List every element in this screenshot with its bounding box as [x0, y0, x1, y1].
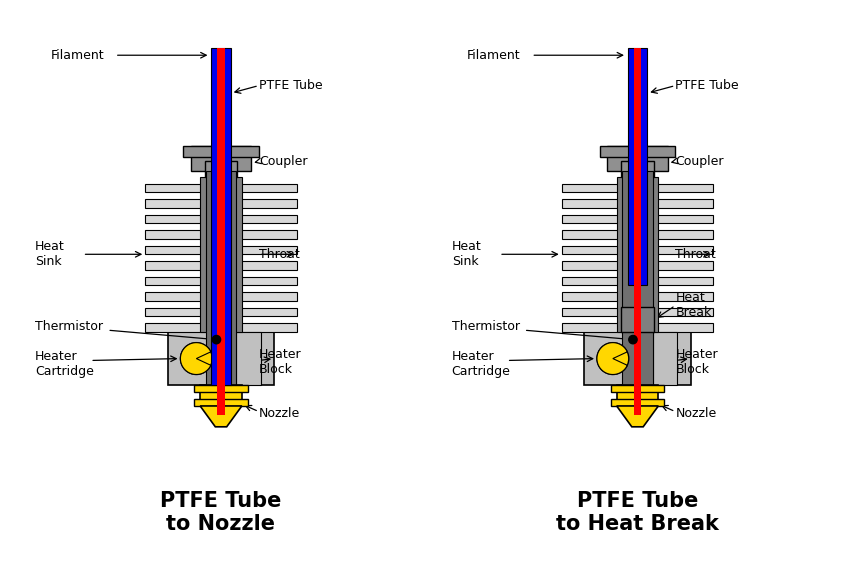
Bar — [562, 199, 713, 208]
Bar — [562, 324, 713, 332]
Bar — [195, 399, 247, 406]
Text: Heater
Block: Heater Block — [676, 349, 718, 376]
Circle shape — [597, 343, 629, 374]
Bar — [183, 146, 259, 157]
Text: Throat: Throat — [676, 248, 717, 261]
Polygon shape — [616, 406, 659, 427]
Text: PTFE Tube: PTFE Tube — [676, 79, 739, 92]
Bar — [562, 246, 713, 254]
Bar — [168, 332, 274, 385]
Text: Thermistor: Thermistor — [451, 320, 519, 333]
Polygon shape — [200, 406, 242, 427]
Circle shape — [629, 335, 638, 344]
Bar — [145, 261, 297, 270]
Text: PTFE Tube
to Nozzle: PTFE Tube to Nozzle — [161, 491, 281, 534]
Polygon shape — [597, 343, 627, 374]
Bar — [145, 308, 297, 316]
Bar — [562, 293, 713, 301]
Bar — [634, 48, 641, 415]
Bar — [195, 385, 247, 392]
Text: Coupler: Coupler — [676, 155, 724, 168]
Bar — [145, 293, 297, 301]
Text: Heat
Sink: Heat Sink — [35, 240, 65, 268]
Bar — [145, 230, 297, 239]
Text: Heat
Sink: Heat Sink — [451, 240, 481, 268]
Bar — [211, 48, 231, 385]
Bar — [611, 385, 664, 392]
Text: Throat: Throat — [259, 248, 300, 261]
Bar — [236, 332, 261, 385]
Bar — [622, 171, 653, 385]
Bar — [205, 162, 237, 177]
Bar — [599, 146, 676, 157]
Text: PTFE Tube: PTFE Tube — [259, 79, 322, 92]
Polygon shape — [180, 343, 211, 374]
Bar — [562, 308, 713, 316]
Bar — [627, 48, 648, 286]
Text: Nozzle: Nozzle — [676, 407, 717, 420]
Bar — [218, 48, 224, 415]
Bar — [145, 199, 297, 208]
Bar — [562, 230, 713, 239]
Text: Filament: Filament — [50, 48, 104, 62]
Bar — [653, 332, 677, 385]
Bar — [145, 324, 297, 332]
Bar — [616, 385, 659, 406]
Bar — [562, 277, 713, 286]
Circle shape — [180, 343, 212, 374]
Bar — [562, 261, 713, 270]
Bar — [562, 183, 713, 192]
Bar — [562, 215, 713, 223]
Text: Heat
Break: Heat Break — [676, 291, 711, 320]
Circle shape — [212, 335, 221, 344]
Bar — [206, 171, 236, 385]
Bar — [620, 308, 654, 332]
Bar — [190, 146, 252, 171]
Bar — [585, 332, 690, 385]
Bar — [145, 246, 297, 254]
Text: Filament: Filament — [467, 48, 520, 62]
Bar — [607, 146, 668, 171]
Bar — [621, 162, 654, 177]
Bar — [200, 177, 242, 332]
Text: Heater
Cartridge: Heater Cartridge — [35, 350, 94, 379]
Bar — [145, 183, 297, 192]
Bar — [145, 215, 297, 223]
Text: Heater
Block: Heater Block — [259, 349, 302, 376]
Text: Thermistor: Thermistor — [35, 320, 103, 333]
Text: Heater
Cartridge: Heater Cartridge — [451, 350, 511, 379]
Text: Nozzle: Nozzle — [259, 407, 300, 420]
Bar — [611, 399, 664, 406]
Bar — [145, 277, 297, 286]
Text: Coupler: Coupler — [259, 155, 308, 168]
Bar — [616, 177, 659, 332]
Bar — [200, 385, 242, 406]
Text: PTFE Tube
to Heat Break: PTFE Tube to Heat Break — [556, 491, 719, 534]
